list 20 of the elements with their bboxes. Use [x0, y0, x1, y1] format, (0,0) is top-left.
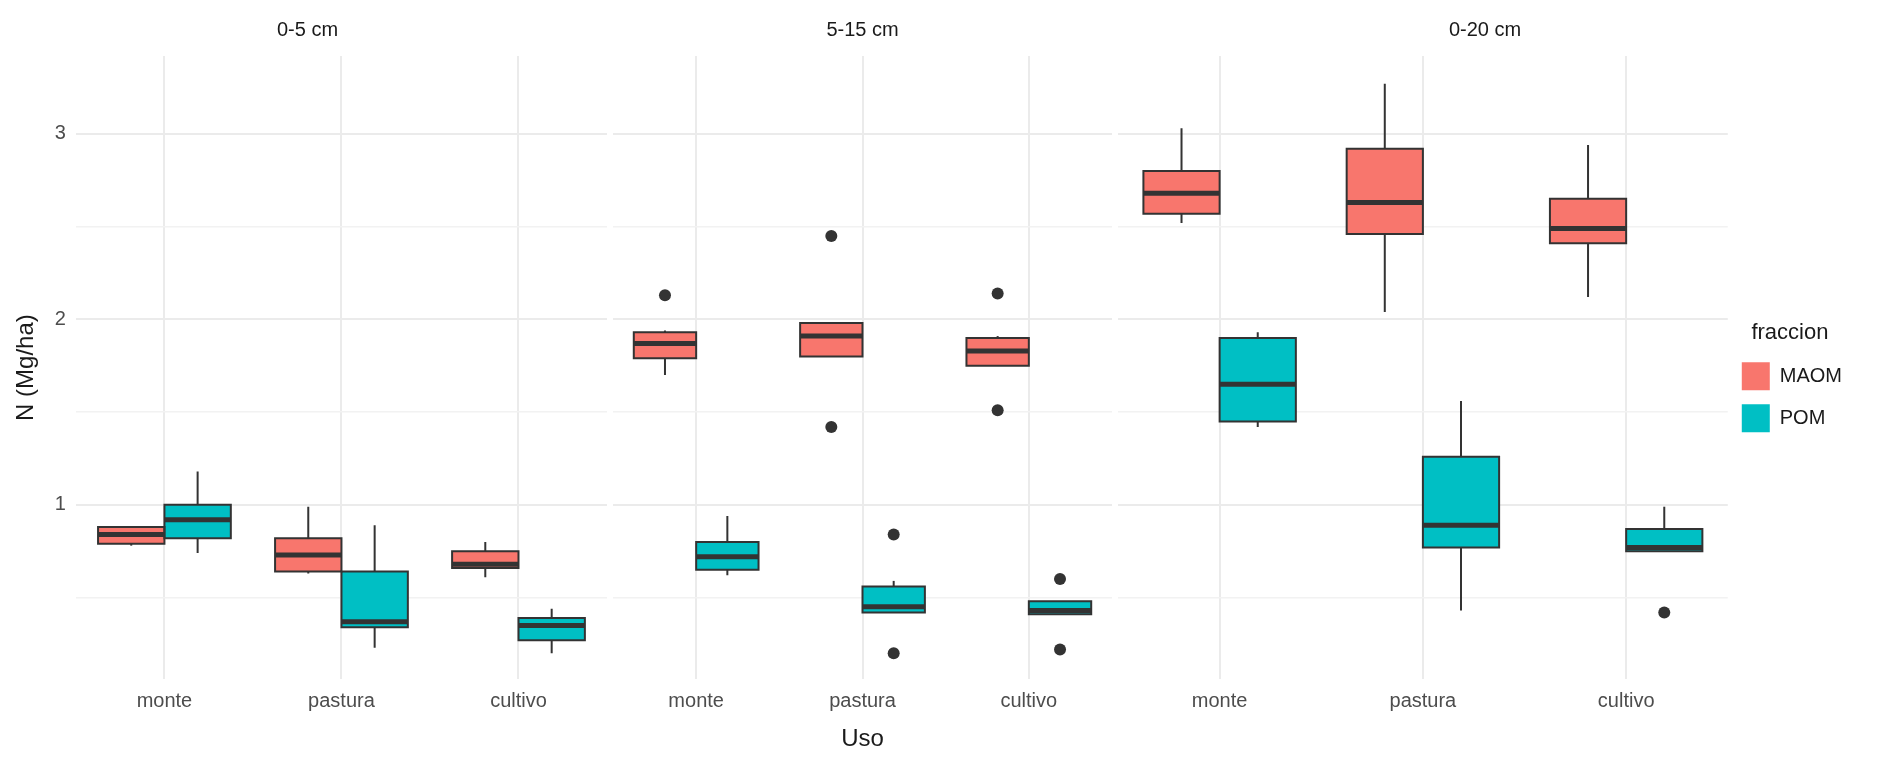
- x-tick-label: pastura: [829, 688, 897, 711]
- chart-title: 0-20 cm: [1448, 17, 1522, 40]
- x-tick-label: pastura: [308, 688, 376, 711]
- x-tick-label: cultivo: [1597, 688, 1655, 711]
- legend-title: fraccion: [1751, 318, 1829, 344]
- y-tick-label: 3: [54, 121, 66, 144]
- y-axis-title: N (Mg/ha): [11, 314, 39, 421]
- legend-label: POM: [1779, 405, 1826, 428]
- y-tick-label: 2: [54, 306, 66, 329]
- legend-label: MAOM: [1779, 363, 1842, 386]
- x-tick-label: pastura: [1389, 688, 1458, 711]
- chart-title: 5-15 cm: [826, 17, 899, 40]
- chart-title: 0-5 cm: [276, 17, 339, 40]
- x-tick-label: cultivo: [1000, 688, 1058, 711]
- x-tick-label: monte: [1191, 688, 1248, 711]
- x-tick-label: monte: [668, 688, 724, 711]
- x-axis-title: Uso: [841, 724, 884, 752]
- y-tick-label: 1: [54, 492, 66, 515]
- x-tick-label: monte: [136, 688, 193, 711]
- x-tick-label: cultivo: [490, 688, 547, 711]
